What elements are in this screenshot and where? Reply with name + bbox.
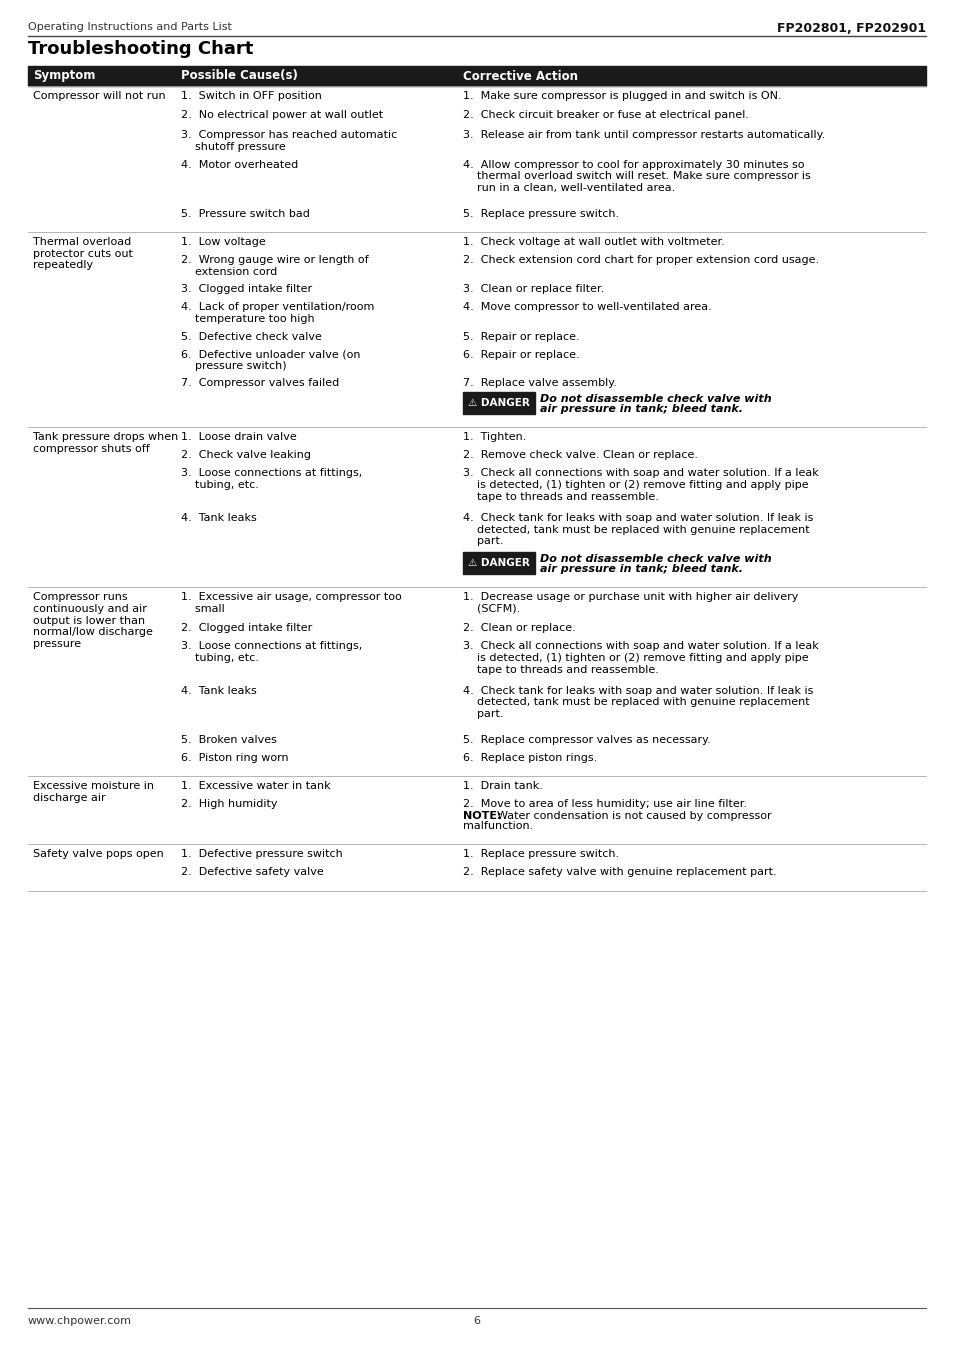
Text: FP202801, FP202901: FP202801, FP202901 — [776, 22, 925, 35]
Text: 1.  Decrease usage or purchase unit with higher air delivery
    (SCFM).: 1. Decrease usage or purchase unit with … — [462, 593, 798, 614]
Text: 2.  Wrong gauge wire or length of
    extension cord: 2. Wrong gauge wire or length of extensi… — [181, 255, 368, 277]
Text: 2.  Defective safety valve: 2. Defective safety valve — [181, 867, 323, 878]
Text: 2.  High humidity: 2. High humidity — [181, 799, 277, 810]
Text: 7.  Replace valve assembly.: 7. Replace valve assembly. — [462, 378, 617, 389]
Text: 6: 6 — [473, 1316, 480, 1326]
Text: 2.  Replace safety valve with genuine replacement part.: 2. Replace safety valve with genuine rep… — [462, 867, 776, 878]
Text: ⚠ DANGER: ⚠ DANGER — [468, 558, 529, 568]
Text: 3.  Check all connections with soap and water solution. If a leak
    is detecte: 3. Check all connections with soap and w… — [462, 468, 818, 502]
Text: malfunction.: malfunction. — [462, 821, 533, 832]
Text: 5.  Replace pressure switch.: 5. Replace pressure switch. — [462, 209, 618, 219]
Text: Do not disassemble check valve with: Do not disassemble check valve with — [539, 554, 771, 564]
Text: Tank pressure drops when
compressor shuts off: Tank pressure drops when compressor shut… — [33, 432, 178, 454]
Text: Excessive moisture in
discharge air: Excessive moisture in discharge air — [33, 782, 153, 803]
Text: 3.  Clean or replace filter.: 3. Clean or replace filter. — [462, 284, 603, 294]
Text: 2.  Check extension cord chart for proper extension cord usage.: 2. Check extension cord chart for proper… — [462, 255, 819, 265]
Text: 2.  Check valve leaking: 2. Check valve leaking — [181, 451, 311, 460]
Text: www.chpower.com: www.chpower.com — [28, 1316, 132, 1326]
Text: Troubleshooting Chart: Troubleshooting Chart — [28, 40, 253, 58]
Text: Thermal overload
protector cuts out
repeatedly: Thermal overload protector cuts out repe… — [33, 238, 132, 270]
Text: 1.  Defective pressure switch: 1. Defective pressure switch — [181, 849, 342, 859]
Text: Compressor runs
continuously and air
output is lower than
normal/low discharge
p: Compressor runs continuously and air out… — [33, 593, 152, 649]
Text: 4.  Move compressor to well-ventilated area.: 4. Move compressor to well-ventilated ar… — [462, 302, 711, 312]
Text: Safety valve pops open: Safety valve pops open — [33, 849, 164, 859]
Text: 1.  Make sure compressor is plugged in and switch is ON.: 1. Make sure compressor is plugged in an… — [462, 90, 781, 101]
Text: 6.  Piston ring worn: 6. Piston ring worn — [181, 753, 289, 763]
Text: 6.  Replace piston rings.: 6. Replace piston rings. — [462, 753, 597, 763]
Text: 1.  Drain tank.: 1. Drain tank. — [462, 782, 542, 791]
Text: Symptom: Symptom — [33, 69, 95, 82]
Text: Operating Instructions and Parts List: Operating Instructions and Parts List — [28, 22, 232, 32]
Text: 7.  Compressor valves failed: 7. Compressor valves failed — [181, 378, 339, 389]
Text: 6.  Repair or replace.: 6. Repair or replace. — [462, 350, 579, 359]
Text: 1.  Low voltage: 1. Low voltage — [181, 238, 266, 247]
Text: air pressure in tank; bleed tank.: air pressure in tank; bleed tank. — [539, 405, 742, 414]
Text: 2.  Remove check valve. Clean or replace.: 2. Remove check valve. Clean or replace. — [462, 451, 698, 460]
Text: 3.  Loose connections at fittings,
    tubing, etc.: 3. Loose connections at fittings, tubing… — [181, 641, 362, 663]
Text: 4.  Motor overheated: 4. Motor overheated — [181, 159, 298, 170]
Text: 2.  Move to area of less humidity; use air line filter.: 2. Move to area of less humidity; use ai… — [462, 799, 746, 810]
Text: 1.  Tighten.: 1. Tighten. — [462, 432, 526, 443]
Text: 5.  Defective check valve: 5. Defective check valve — [181, 332, 321, 342]
Text: 4.  Check tank for leaks with soap and water solution. If leak is
    detected, : 4. Check tank for leaks with soap and wa… — [462, 686, 813, 720]
Text: 1.  Replace pressure switch.: 1. Replace pressure switch. — [462, 849, 618, 859]
Text: air pressure in tank; bleed tank.: air pressure in tank; bleed tank. — [539, 564, 742, 575]
Text: Possible Cause(s): Possible Cause(s) — [181, 69, 297, 82]
Bar — [462, 392, 535, 414]
Text: 4.  Check tank for leaks with soap and water solution. If leak is
    detected, : 4. Check tank for leaks with soap and wa… — [462, 513, 813, 547]
Text: 4.  Allow compressor to cool for approximately 30 minutes so
    thermal overloa: 4. Allow compressor to cool for approxim… — [462, 159, 810, 193]
Text: 4.  Tank leaks: 4. Tank leaks — [181, 686, 256, 695]
Bar — [28, 66, 925, 86]
Text: 3.  Clogged intake filter: 3. Clogged intake filter — [181, 284, 312, 294]
Text: Do not disassemble check valve with: Do not disassemble check valve with — [539, 394, 771, 404]
Text: ⚠ DANGER: ⚠ DANGER — [468, 398, 529, 408]
Text: 2.  Check circuit breaker or fuse at electrical panel.: 2. Check circuit breaker or fuse at elec… — [462, 109, 748, 120]
Text: 5.  Replace compressor valves as necessary.: 5. Replace compressor valves as necessar… — [462, 736, 710, 745]
Text: 4.  Tank leaks: 4. Tank leaks — [181, 513, 256, 522]
Text: 1.  Check voltage at wall outlet with voltmeter.: 1. Check voltage at wall outlet with vol… — [462, 238, 724, 247]
Text: 2.  No electrical power at wall outlet: 2. No electrical power at wall outlet — [181, 109, 383, 120]
Text: Corrective Action: Corrective Action — [462, 69, 578, 82]
Text: 2.  Clean or replace.: 2. Clean or replace. — [462, 624, 576, 633]
Text: 6.  Defective unloader valve (on
    pressure switch): 6. Defective unloader valve (on pressure… — [181, 350, 360, 371]
Text: 3.  Release air from tank until compressor restarts automatically.: 3. Release air from tank until compresso… — [462, 130, 824, 140]
Text: NOTE:: NOTE: — [462, 810, 501, 821]
Text: 1.  Switch in OFF position: 1. Switch in OFF position — [181, 90, 321, 101]
Text: Compressor will not run: Compressor will not run — [33, 90, 166, 101]
Text: 1.  Loose drain valve: 1. Loose drain valve — [181, 432, 296, 443]
Text: 2.  Clogged intake filter: 2. Clogged intake filter — [181, 624, 312, 633]
Bar — [462, 552, 535, 574]
Text: 1.  Excessive air usage, compressor too
    small: 1. Excessive air usage, compressor too s… — [181, 593, 401, 614]
Text: 5.  Pressure switch bad: 5. Pressure switch bad — [181, 209, 310, 219]
Text: 4.  Lack of proper ventilation/room
    temperature too high: 4. Lack of proper ventilation/room tempe… — [181, 302, 374, 324]
Text: 5.  Repair or replace.: 5. Repair or replace. — [462, 332, 579, 342]
Text: 3.  Check all connections with soap and water solution. If a leak
    is detecte: 3. Check all connections with soap and w… — [462, 641, 818, 675]
Text: 1.  Excessive water in tank: 1. Excessive water in tank — [181, 782, 331, 791]
Text: 3.  Loose connections at fittings,
    tubing, etc.: 3. Loose connections at fittings, tubing… — [181, 468, 362, 490]
Text: Water condensation is not caused by compressor: Water condensation is not caused by comp… — [497, 810, 771, 821]
Text: 3.  Compressor has reached automatic
    shutoff pressure: 3. Compressor has reached automatic shut… — [181, 130, 396, 151]
Text: 5.  Broken valves: 5. Broken valves — [181, 736, 276, 745]
